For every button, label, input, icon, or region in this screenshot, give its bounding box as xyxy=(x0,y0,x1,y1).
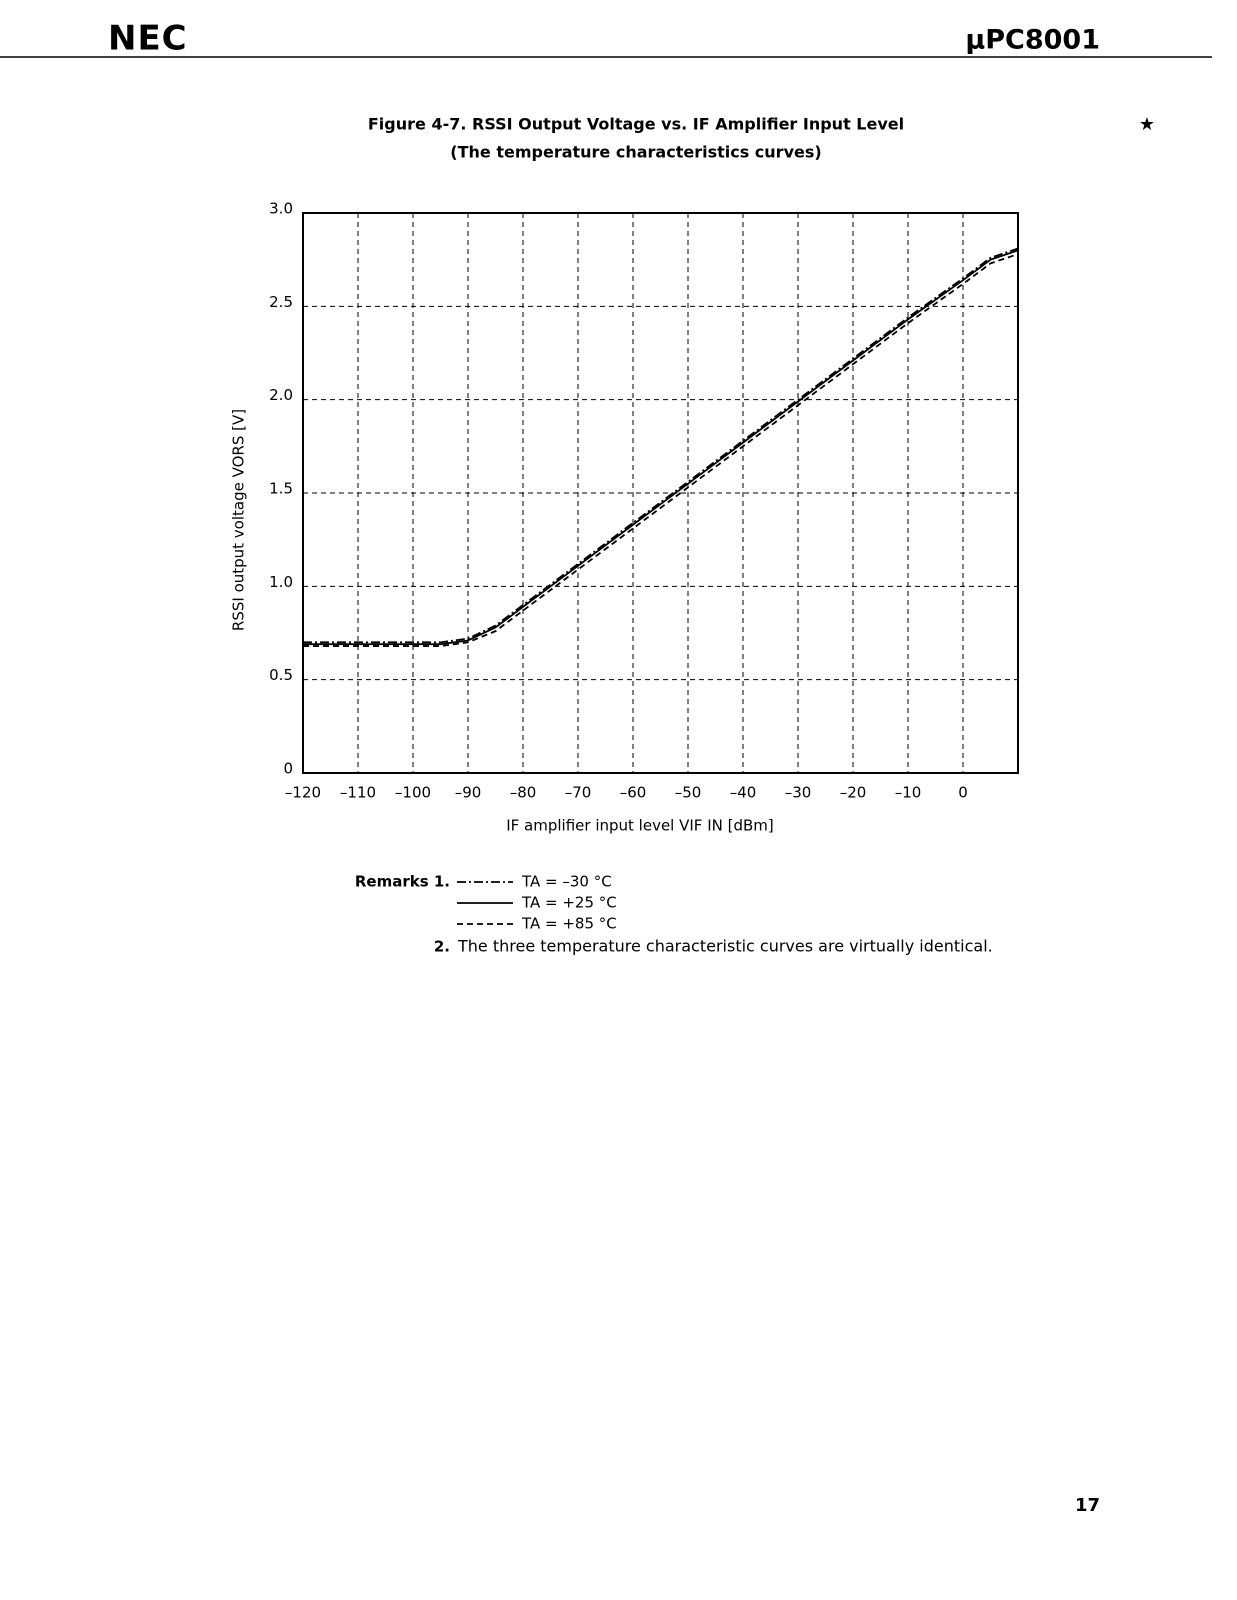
revision-mark: ★ xyxy=(1139,114,1155,135)
y-tick-label: 2.5 xyxy=(269,293,293,311)
y-tick-label: 1.0 xyxy=(269,573,293,591)
x-tick-label: –110 xyxy=(340,784,376,802)
legend-label: TA = +85 °C xyxy=(521,915,617,933)
x-tick-label: –70 xyxy=(565,784,592,802)
x-tick-label: 0 xyxy=(958,784,968,802)
note-number: 2. xyxy=(434,938,450,956)
curve xyxy=(303,249,1019,646)
x-axis-label: IF amplifier input level VIF IN [dBm] xyxy=(506,817,774,835)
remarks-label: Remarks 1. xyxy=(355,873,450,891)
x-tick-label: –40 xyxy=(730,784,757,802)
part-number: μPC8001 xyxy=(965,25,1100,56)
x-tick-label: –60 xyxy=(620,784,647,802)
x-tick-label: –100 xyxy=(395,784,431,802)
y-tick-label: 1.5 xyxy=(269,480,293,498)
note-text: The three temperature characteristic cur… xyxy=(457,937,993,956)
x-tick-label: –50 xyxy=(675,784,702,802)
y-axis-label: RSSI output voltage VORS [V] xyxy=(230,409,248,631)
x-tick-label: –90 xyxy=(455,784,482,802)
y-tick-label: 2.0 xyxy=(269,386,293,404)
x-tick-label: –120 xyxy=(285,784,321,802)
x-tick-label: –30 xyxy=(785,784,812,802)
figure-title: Figure 4-7. RSSI Output Voltage vs. IF A… xyxy=(368,115,904,134)
y-tick-label: 0 xyxy=(283,760,293,778)
x-tick-label: –10 xyxy=(895,784,922,802)
logo: NEC xyxy=(108,19,188,59)
x-tick-label: –20 xyxy=(840,784,867,802)
figure-subtitle: (The temperature characteristics curves) xyxy=(450,143,821,162)
curve xyxy=(303,253,1019,647)
y-tick-label: 3.0 xyxy=(269,200,293,218)
legend-label: TA = –30 °C xyxy=(521,873,612,891)
plot-frame xyxy=(302,212,1019,774)
legend-label: TA = +25 °C xyxy=(521,894,617,912)
curve xyxy=(303,247,1019,644)
page-number: 17 xyxy=(1075,1495,1100,1516)
y-tick-label: 0.5 xyxy=(269,666,293,684)
x-tick-label: –80 xyxy=(510,784,537,802)
